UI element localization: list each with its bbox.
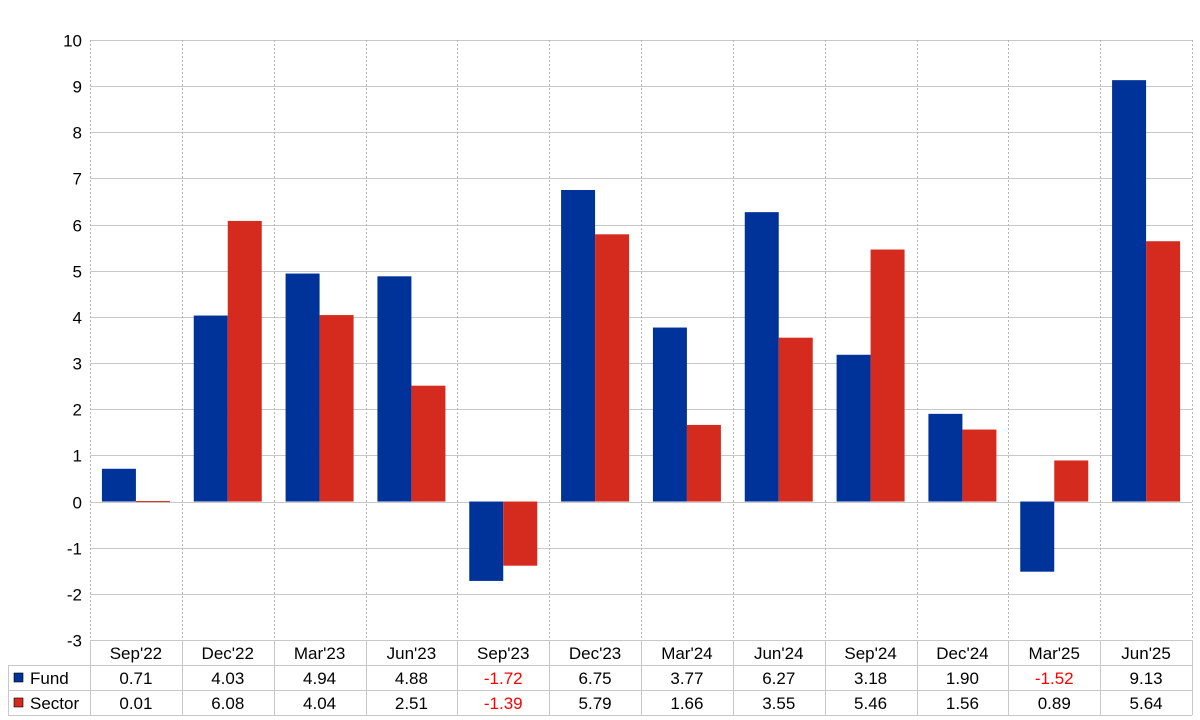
y-tick-label: 1 xyxy=(73,447,82,466)
data-label-fund: 4.03 xyxy=(211,669,244,688)
y-tick-label: 5 xyxy=(73,263,82,282)
category-label: Mar'24 xyxy=(661,644,712,663)
category-label: Sep'24 xyxy=(844,644,896,663)
bar-sector xyxy=(135,501,170,503)
bar-sector xyxy=(1146,241,1181,502)
category-label: Sep'23 xyxy=(477,644,529,663)
y-tick-label: -3 xyxy=(67,632,82,651)
bar-fund xyxy=(469,501,504,581)
category-label: Jun'25 xyxy=(1121,644,1171,663)
bar-fund xyxy=(928,413,963,502)
bar-fund xyxy=(377,276,412,502)
bar-sector xyxy=(870,249,905,502)
legend-label-sector: Sector xyxy=(30,694,79,713)
data-label-sector: 4.04 xyxy=(303,694,336,713)
data-label-fund: 0.71 xyxy=(119,669,152,688)
data-label-fund: 4.88 xyxy=(395,669,428,688)
bar-fund xyxy=(836,354,871,502)
bar-sector xyxy=(319,315,354,502)
bar-sector xyxy=(778,337,813,502)
category-label: Dec'24 xyxy=(936,644,988,663)
category-label: Dec'23 xyxy=(569,644,621,663)
data-label-sector: 3.55 xyxy=(762,694,795,713)
y-tick-label: 0 xyxy=(73,494,82,513)
bar-sector xyxy=(595,234,630,502)
data-label-sector: 6.08 xyxy=(211,694,244,713)
data-label-sector: 5.46 xyxy=(854,694,887,713)
category-label: Mar'23 xyxy=(294,644,345,663)
bar-fund xyxy=(744,212,779,502)
data-label-fund: 3.77 xyxy=(670,669,703,688)
data-label-fund: 6.27 xyxy=(762,669,795,688)
bar-sector xyxy=(962,429,997,502)
bar-sector xyxy=(1054,460,1089,502)
data-label-sector: -1.39 xyxy=(484,694,523,713)
legend-swatch-sector xyxy=(13,697,24,708)
data-label-sector: 0.89 xyxy=(1038,694,1071,713)
bar-sector xyxy=(686,424,721,502)
category-label: Jun'24 xyxy=(754,644,804,663)
y-tick-label: -1 xyxy=(67,540,82,559)
y-tick-label: 3 xyxy=(73,355,82,374)
bar-fund xyxy=(101,468,136,502)
bars xyxy=(101,80,1181,581)
y-tick-label: -2 xyxy=(67,586,82,605)
data-label-fund: 3.18 xyxy=(854,669,887,688)
y-tick-label: 4 xyxy=(73,309,82,328)
data-label-sector: 5.64 xyxy=(1130,694,1163,713)
y-tick-label: 8 xyxy=(73,124,82,143)
bar-fund xyxy=(561,190,596,502)
data-label-fund: 4.94 xyxy=(303,669,336,688)
category-label: Dec'22 xyxy=(202,644,254,663)
category-label: Sep'22 xyxy=(110,644,162,663)
bar-fund xyxy=(1112,80,1147,502)
category-label: Mar'25 xyxy=(1029,644,1080,663)
category-label: Jun'23 xyxy=(387,644,437,663)
y-tick-label: 7 xyxy=(73,170,82,189)
data-label-sector: 1.56 xyxy=(946,694,979,713)
bar-sector xyxy=(227,220,262,502)
data-label-fund: 9.13 xyxy=(1130,669,1163,688)
data-label-fund: 6.75 xyxy=(579,669,612,688)
bar-sector xyxy=(411,385,446,502)
bar-fund xyxy=(652,327,687,502)
data-label-sector: 0.01 xyxy=(119,694,152,713)
y-tick-label: 6 xyxy=(73,217,82,236)
y-tick-label: 10 xyxy=(63,32,82,51)
bar-fund xyxy=(193,315,228,502)
data-label-sector: 5.79 xyxy=(579,694,612,713)
bar-fund xyxy=(1020,501,1055,572)
legend-label-fund: Fund xyxy=(30,669,69,688)
data-label-sector: 2.51 xyxy=(395,694,428,713)
y-tick-label: 9 xyxy=(73,78,82,97)
data-label-fund: 1.90 xyxy=(946,669,979,688)
data-label-fund: -1.52 xyxy=(1035,669,1074,688)
data-table: Sep'22 Dec'22 Mar'23 Jun'23 Sep'23 Dec'23 Mar'… xyxy=(8,640,1193,716)
bar-sector xyxy=(503,501,538,566)
data-label-fund: -1.72 xyxy=(484,669,523,688)
data-label-sector: 1.66 xyxy=(670,694,703,713)
legend-swatch-fund xyxy=(13,672,24,683)
y-tick-label: 2 xyxy=(73,401,82,420)
bar-fund xyxy=(285,273,320,502)
